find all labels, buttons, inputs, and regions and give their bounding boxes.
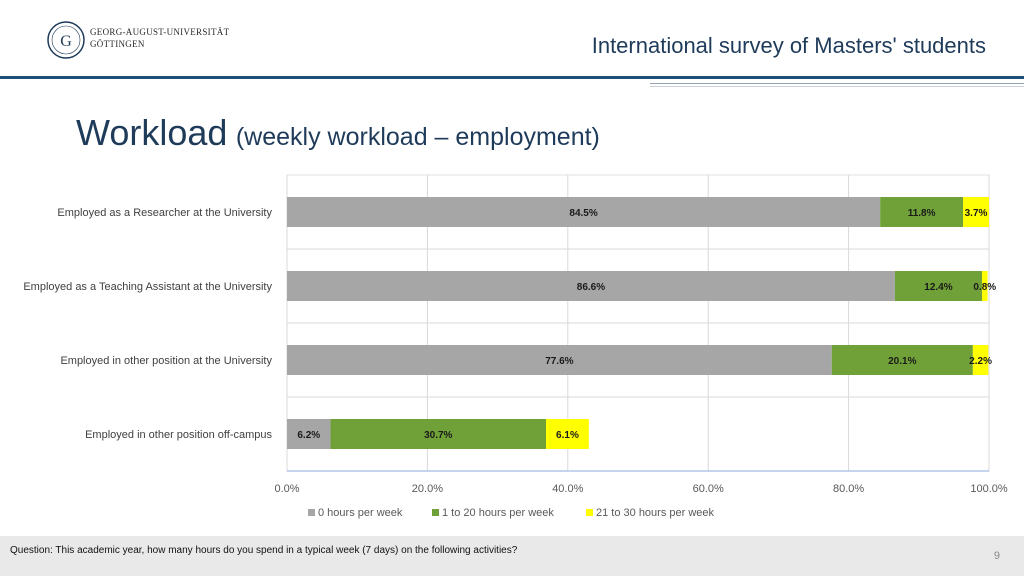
data-label: 84.5% [569,208,597,219]
bar-segment [330,419,547,449]
data-label: 30.7% [424,430,452,441]
bar-segment [972,345,989,375]
stacked-bar-chart: 0.0% 20.0% 40.0% 60.0% 80.0% 100.0% Employed a… [23,174,1008,519]
header-rule-thin-2 [650,86,1024,87]
legend-label: 0 hours per week [318,507,403,519]
data-label: 12.4% [924,282,952,293]
x-tick-label: 100.0% [970,483,1008,495]
legend-label: 21 to 30 hours per week [596,507,715,519]
data-label: 0.8% [973,282,996,293]
x-tick-label: 0.0% [274,483,299,495]
header-rule [0,76,1024,79]
bar-segment [880,197,964,227]
slide-title: Workload (weekly workload – employment) [76,112,600,154]
question-text: Question: This academic year, how many h… [10,545,518,556]
x-tick-label: 20.0% [412,483,443,495]
bar-segment [287,271,895,301]
data-label: 11.8% [908,208,936,219]
data-label: 6.1% [556,430,579,441]
data-label: 3.7% [965,208,988,219]
page-number: 9 [993,550,1000,562]
bar-segment [287,419,331,449]
legend-swatch [308,509,315,516]
footer-bar [0,536,1024,576]
x-tick-label: 80.0% [833,483,864,495]
legend-swatch [586,509,593,516]
category-label: Employed as a Teaching Assistant at the … [23,281,272,293]
university-name-line2: GÖTTINGEN [90,39,145,49]
x-tick-label: 40.0% [552,483,583,495]
survey-title: International survey of Masters' student… [591,33,986,58]
bar-segment [831,345,973,375]
university-name-line1: GEORG-AUGUST-UNIVERSITÄT [90,27,230,37]
bar-segment [894,271,982,301]
bar-segment [963,197,989,227]
category-label: Employed in other position off-campus [85,429,272,441]
bar-segment [287,197,881,227]
x-tick-label: 60.0% [693,483,724,495]
header-rule-thin [650,83,1024,84]
category-label: Employed as a Researcher at the Universi… [57,207,272,219]
bar-segment [287,345,832,375]
slide-title-sub: (weekly workload – employment) [235,123,600,151]
data-label: 20.1% [888,356,916,367]
bar-segment [546,419,589,449]
data-label: 77.6% [545,356,573,367]
university-name: GEORG-AUGUST-UNIVERSITÄT GÖTTINGEN [90,26,229,50]
bar-segment [981,271,988,301]
university-seal-icon: G [47,21,85,59]
slide-title-main: Workload [76,112,228,153]
data-label: 2.2% [969,356,992,367]
svg-text:G: G [60,33,72,50]
data-label: 86.6% [577,282,605,293]
legend-label: 1 to 20 hours per week [442,507,554,519]
legend-swatch [432,509,439,516]
data-label: 6.2% [297,430,320,441]
category-label: Employed in other position at the Univer… [60,355,272,367]
